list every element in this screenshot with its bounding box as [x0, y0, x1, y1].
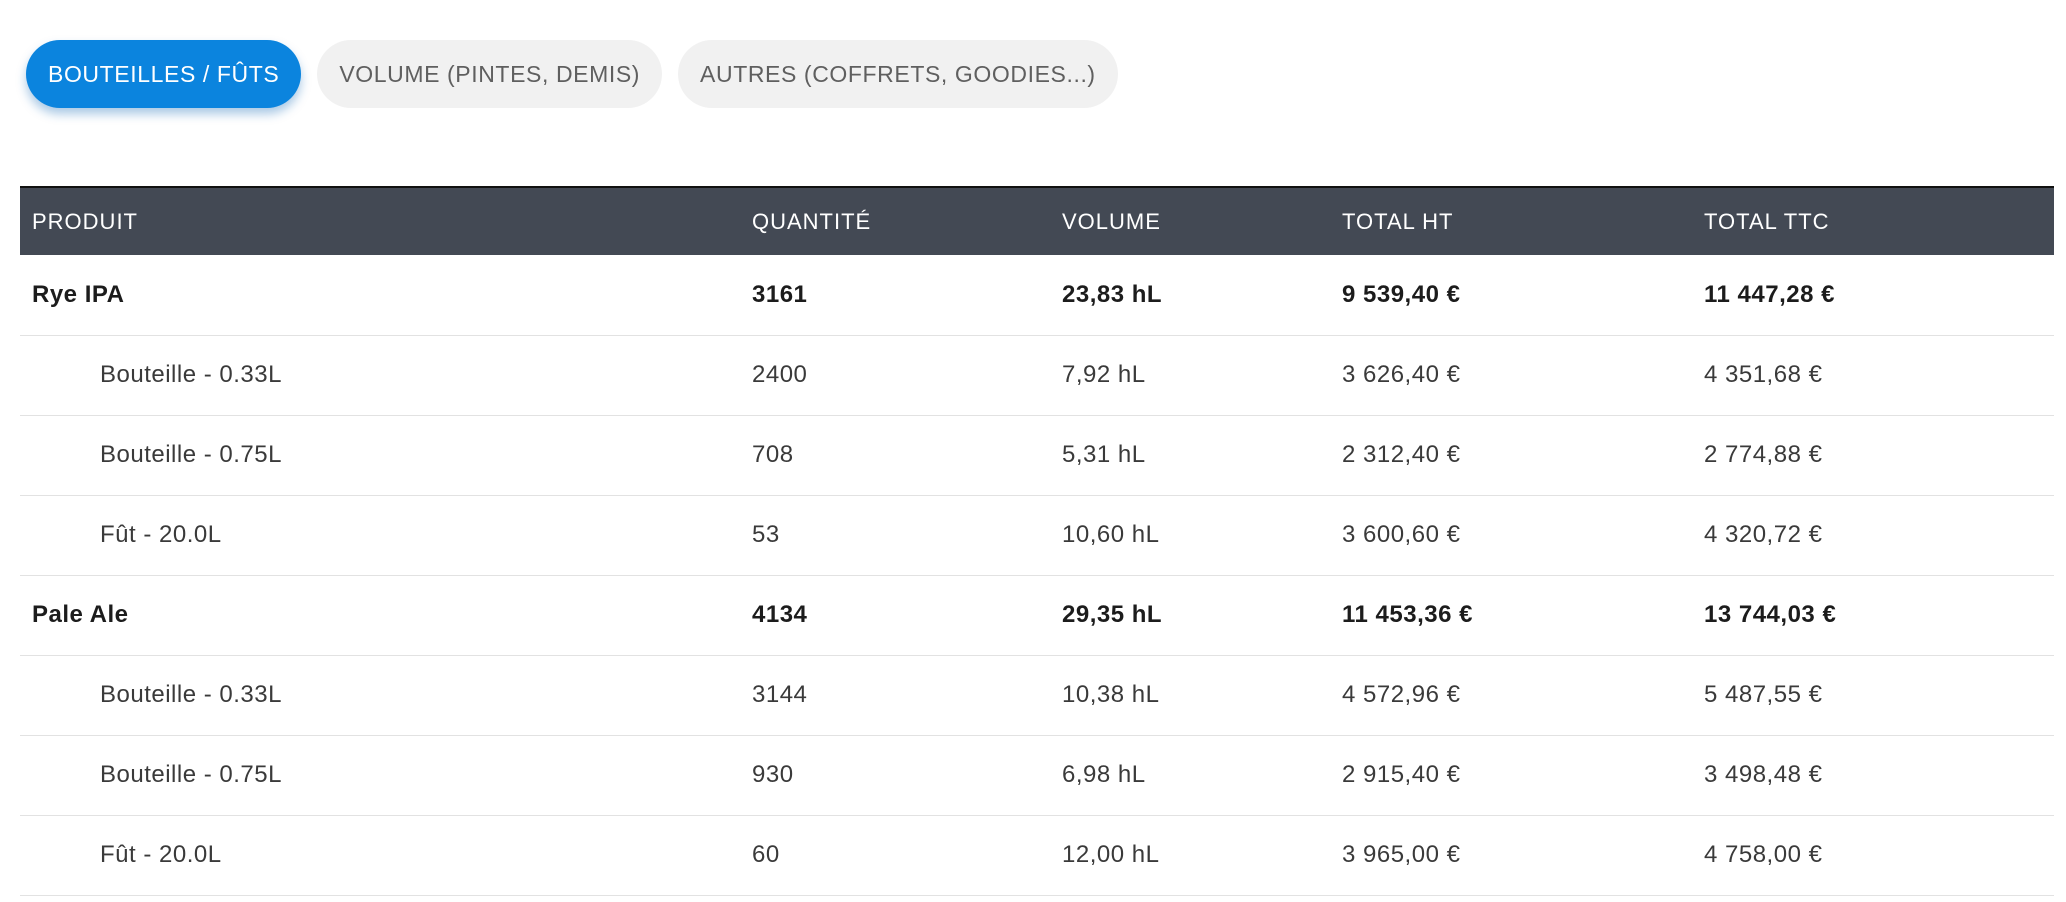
cell-total-ttc: 11 447,28 € — [1692, 255, 2054, 336]
cell-quantity: 708 — [740, 415, 1050, 496]
sales-table: PRODUIT QUANTITÉ VOLUME TOTAL HT TOTAL T… — [20, 186, 2054, 896]
table-body: Rye IPA 3161 23,83 hL 9 539,40 € 11 447,… — [20, 255, 2054, 896]
cell-volume: 10,38 hL — [1050, 655, 1330, 736]
header-row: PRODUIT QUANTITÉ VOLUME TOTAL HT TOTAL T… — [20, 187, 2054, 255]
column-header-quantite[interactable]: QUANTITÉ — [752, 208, 872, 234]
cell-quantity: 53 — [740, 495, 1050, 576]
cell-total-ttc: 13 744,03 € — [1692, 575, 2054, 656]
cell-volume: 6,98 hL — [1050, 735, 1330, 816]
cell-volume: 5,31 hL — [1050, 415, 1330, 496]
table-row: Fût - 20.0L 53 10,60 hL 3 600,60 € 4 320… — [20, 495, 2054, 576]
cell-volume: 29,35 hL — [1050, 575, 1330, 656]
table-row: Fût - 20.0L 60 12,00 hL 3 965,00 € 4 758… — [20, 815, 2054, 896]
table-row-group: Pale Ale 4134 29,35 hL 11 453,36 € 13 74… — [20, 575, 2054, 656]
table-row: Bouteille - 0.75L 930 6,98 hL 2 915,40 €… — [20, 735, 2054, 816]
cell-volume: 12,00 hL — [1050, 815, 1330, 896]
cell-total-ttc: 5 487,55 € — [1692, 655, 2054, 736]
cell-product: Bouteille - 0.33L — [20, 335, 740, 416]
table-row: Bouteille - 0.33L 3144 10,38 hL 4 572,96… — [20, 655, 2054, 736]
cell-product: Pale Ale — [20, 575, 740, 656]
cell-product: Fût - 20.0L — [20, 815, 740, 896]
column-header-total-ttc[interactable]: TOTAL TTC — [1704, 208, 1830, 234]
cell-total-ttc: 4 758,00 € — [1692, 815, 2054, 896]
cell-product: Rye IPA — [20, 255, 740, 336]
table-row: Bouteille - 0.75L 708 5,31 hL 2 312,40 €… — [20, 415, 2054, 496]
column-header-volume[interactable]: VOLUME — [1062, 208, 1161, 234]
sales-table-container: PRODUIT QUANTITÉ VOLUME TOTAL HT TOTAL T… — [20, 186, 2054, 896]
cell-quantity: 60 — [740, 815, 1050, 896]
cell-quantity: 4134 — [740, 575, 1050, 656]
cell-volume: 23,83 hL — [1050, 255, 1330, 336]
cell-quantity: 2400 — [740, 335, 1050, 416]
cell-product: Bouteille - 0.75L — [20, 415, 740, 496]
cell-total-ttc: 2 774,88 € — [1692, 415, 2054, 496]
cell-quantity: 3144 — [740, 655, 1050, 736]
cell-total-ht: 9 539,40 € — [1330, 255, 1692, 336]
cell-total-ht: 2 312,40 € — [1330, 415, 1692, 496]
cell-quantity: 3161 — [740, 255, 1050, 336]
cell-product: Fût - 20.0L — [20, 495, 740, 576]
cell-total-ht: 2 915,40 € — [1330, 735, 1692, 816]
cell-total-ht: 3 965,00 € — [1330, 815, 1692, 896]
cell-product: Bouteille - 0.75L — [20, 735, 740, 816]
table-row: Bouteille - 0.33L 2400 7,92 hL 3 626,40 … — [20, 335, 2054, 416]
cell-total-ht: 3 626,40 € — [1330, 335, 1692, 416]
tab-autres[interactable]: AUTRES (COFFRETS, GOODIES...) — [678, 40, 1118, 108]
category-tabs: BOUTEILLES / FÛTS VOLUME (PINTES, DEMIS)… — [26, 40, 1118, 108]
cell-total-ht: 3 600,60 € — [1330, 495, 1692, 576]
cell-volume: 10,60 hL — [1050, 495, 1330, 576]
cell-product: Bouteille - 0.33L — [20, 655, 740, 736]
cell-total-ttc: 3 498,48 € — [1692, 735, 2054, 816]
tab-volume[interactable]: VOLUME (PINTES, DEMIS) — [317, 40, 663, 108]
table-row-group: Rye IPA 3161 23,83 hL 9 539,40 € 11 447,… — [20, 255, 2054, 336]
table-header: PRODUIT QUANTITÉ VOLUME TOTAL HT TOTAL T… — [20, 187, 2054, 255]
cell-total-ttc: 4 351,68 € — [1692, 335, 2054, 416]
column-header-produit[interactable]: PRODUIT — [32, 208, 138, 234]
cell-total-ttc: 4 320,72 € — [1692, 495, 2054, 576]
cell-volume: 7,92 hL — [1050, 335, 1330, 416]
tab-bouteilles-futs[interactable]: BOUTEILLES / FÛTS — [26, 40, 302, 108]
cell-quantity: 930 — [740, 735, 1050, 816]
column-header-total-ht[interactable]: TOTAL HT — [1342, 208, 1454, 234]
cell-total-ht: 4 572,96 € — [1330, 655, 1692, 736]
cell-total-ht: 11 453,36 € — [1330, 575, 1692, 656]
